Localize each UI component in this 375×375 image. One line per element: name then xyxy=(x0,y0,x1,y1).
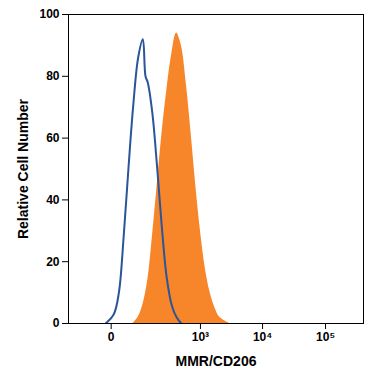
svg-text:10³: 10³ xyxy=(192,330,209,344)
svg-text:80: 80 xyxy=(46,69,60,83)
svg-text:60: 60 xyxy=(46,131,60,145)
svg-text:0: 0 xyxy=(53,316,60,330)
svg-text:20: 20 xyxy=(46,255,60,269)
svg-text:40: 40 xyxy=(46,193,60,207)
svg-text:0: 0 xyxy=(108,330,115,344)
svg-text:10⁵: 10⁵ xyxy=(316,330,335,344)
svg-text:Relative Cell Number: Relative Cell Number xyxy=(15,98,31,239)
svg-text:100: 100 xyxy=(39,7,59,21)
svg-text:10⁴: 10⁴ xyxy=(253,330,272,344)
svg-text:MMR/CD206: MMR/CD206 xyxy=(176,353,257,369)
